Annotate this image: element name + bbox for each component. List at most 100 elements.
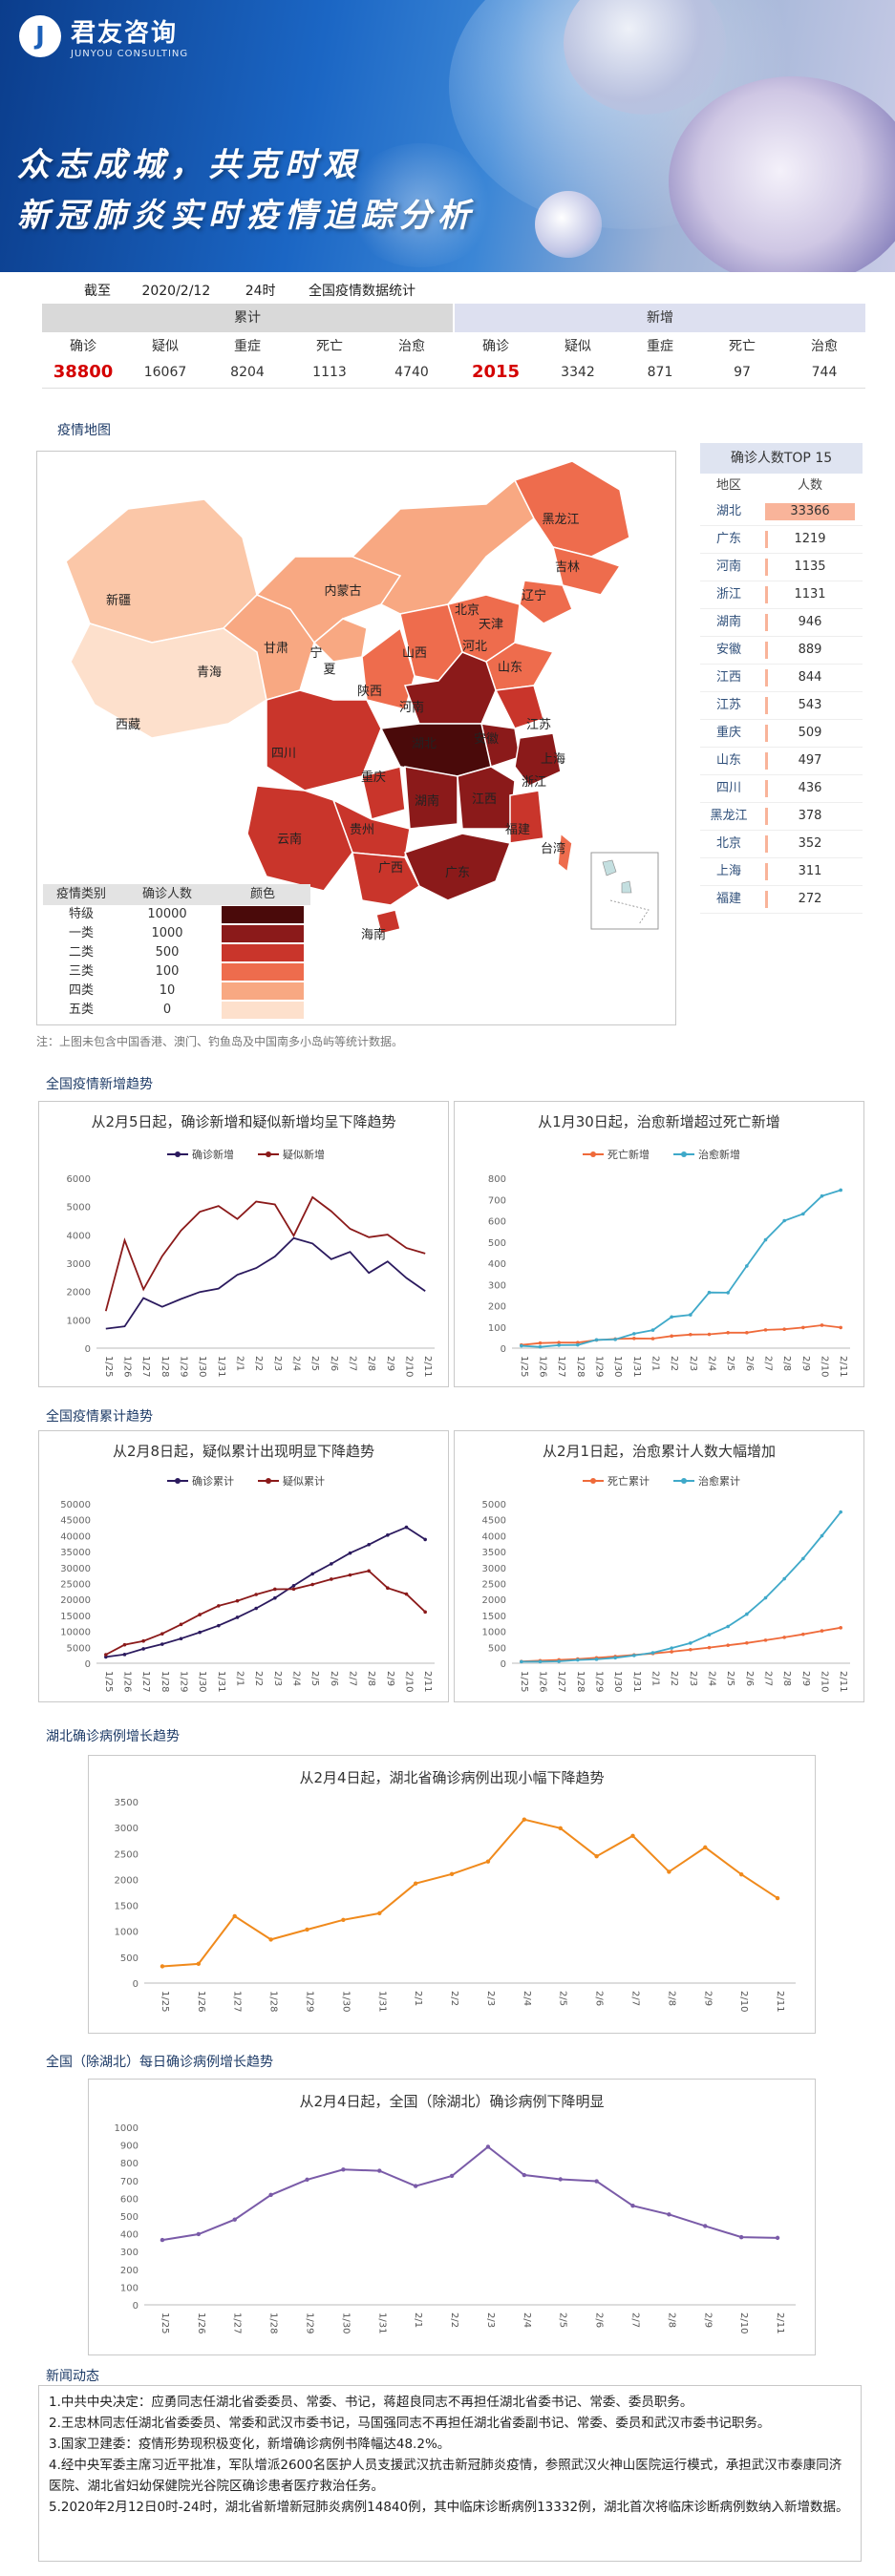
data-point xyxy=(254,1606,258,1611)
x-tick-label: 2/10 xyxy=(738,2312,749,2333)
data-point xyxy=(310,1582,314,1587)
chart-title: 从2月8日起，疑似累计出现明显下降趋势 xyxy=(113,1443,374,1460)
x-tick-label: 2/8 xyxy=(366,1671,376,1686)
x-tick-label: 2/7 xyxy=(630,2312,641,2328)
new-cured-value: 744 xyxy=(811,365,838,380)
new-labels: 确诊 疑似 重症 死亡 治愈 xyxy=(482,339,838,354)
hubei-section-title: 湖北确诊病例增长趋势 xyxy=(46,1729,180,1744)
data-point xyxy=(745,1264,749,1268)
data-point xyxy=(367,1569,371,1573)
x-tick-label: 1/29 xyxy=(594,1356,605,1377)
series-line xyxy=(521,1626,842,1662)
data-point xyxy=(291,1583,296,1588)
data-point xyxy=(198,1630,202,1635)
top15-region: 黑龙江 xyxy=(710,809,748,823)
data-point xyxy=(179,1622,183,1627)
top15-bar xyxy=(765,863,768,880)
y-tick-label: 0 xyxy=(133,2301,139,2312)
x-tick-label: 2/3 xyxy=(688,1356,698,1371)
data-point xyxy=(273,1587,277,1592)
x-tick-label: 2/11 xyxy=(838,1356,848,1377)
province-label: 内蒙古 xyxy=(324,583,361,599)
x-tick-label: 2/4 xyxy=(291,1356,302,1371)
data-point xyxy=(268,1937,273,1942)
data-point xyxy=(413,2184,418,2188)
x-tick-label: 2/2 xyxy=(253,1671,264,1686)
y-tick-label: 5000 xyxy=(67,1643,91,1654)
top15-bar xyxy=(765,725,768,742)
y-tick-label: 3000 xyxy=(67,1259,91,1270)
data-point xyxy=(160,1632,164,1636)
x-tick-label: 1/29 xyxy=(305,2312,315,2333)
data-point xyxy=(726,1291,730,1295)
data-point xyxy=(820,1193,824,1198)
legend-entry: 治愈新增 xyxy=(698,1148,740,1161)
x-tick-label: 1/26 xyxy=(122,1356,133,1377)
legend-row: 特级 10000 xyxy=(43,905,310,924)
chart-title: 从2月5日起，确诊新增和疑似新增均呈下降趋势 xyxy=(91,1113,395,1130)
data-point xyxy=(576,1658,580,1662)
x-tick-label: 2/8 xyxy=(666,1991,676,2006)
series-line xyxy=(521,1511,842,1663)
data-point xyxy=(196,1961,202,1967)
legend-marker xyxy=(681,1478,687,1484)
province-label: 天津 xyxy=(479,618,503,632)
series-line xyxy=(521,1324,842,1346)
x-tick-label: 2/3 xyxy=(272,1671,283,1686)
data-point xyxy=(367,1542,371,1547)
news-item: 5.2020年2月12日0时-24时，湖北省新增新冠肺炎病例14840例，其中临… xyxy=(49,2500,849,2515)
data-point xyxy=(341,2167,346,2172)
y-tick-label: 40000 xyxy=(60,1531,91,1542)
x-tick-label: 1/29 xyxy=(179,1356,189,1377)
data-point xyxy=(782,1327,786,1331)
top15-bar xyxy=(765,614,768,631)
legend-swatch xyxy=(215,905,310,924)
x-tick-label: 2/2 xyxy=(449,1991,459,2006)
top15-region: 河南 xyxy=(715,560,741,574)
data-point xyxy=(377,1911,382,1916)
legend-swatch xyxy=(215,962,310,982)
top15-region: 上海 xyxy=(715,864,741,878)
top15-bar xyxy=(765,780,768,797)
top15-count: 946 xyxy=(757,609,863,636)
x-tick-label: 1/27 xyxy=(232,1991,243,2012)
legend-category: 一类 xyxy=(68,926,94,940)
y-tick-label: 1500 xyxy=(115,1902,139,1912)
data-point xyxy=(522,1817,527,1822)
chart-new-confirmed-suspected-box: 从2月5日起，确诊新增和疑似新增均呈下降趋势 确诊新增 疑似新增 0 1000 2000 3… xyxy=(38,1101,449,1387)
data-point xyxy=(217,1604,221,1608)
x-tick-label: 2/6 xyxy=(744,1671,755,1686)
chart-cum-death-cured-box: 从2月1日起，治愈累计人数大幅增加 死亡累计 治愈累计 0 500 1000 1500 200… xyxy=(454,1430,864,1702)
top15-region: 四川 xyxy=(715,781,741,795)
top15-bar xyxy=(765,697,768,714)
data-point xyxy=(232,2217,237,2222)
legend-category: 三类 xyxy=(68,964,94,979)
x-tick-label: 2/6 xyxy=(329,1671,339,1686)
top15-count: 311 xyxy=(757,858,863,885)
top15-col-headers: 地区 人数 xyxy=(715,478,822,493)
x-tick-label: 2/6 xyxy=(744,1356,755,1371)
y-tick-label: 200 xyxy=(120,2266,139,2276)
top15-row: 黑龙江 378 xyxy=(700,803,863,831)
legend-marker xyxy=(266,1151,271,1157)
y-tick-label: 35000 xyxy=(60,1548,91,1558)
x-tick-label: 2/6 xyxy=(594,1991,605,2006)
top15-count: 436 xyxy=(757,775,863,802)
data-point xyxy=(538,1344,543,1349)
x-tick-label: 2/1 xyxy=(235,1356,245,1371)
data-point xyxy=(763,1237,768,1242)
y-tick-label: 25000 xyxy=(60,1580,91,1591)
data-point xyxy=(341,1917,346,1922)
top15-region: 湖南 xyxy=(715,615,741,629)
x-tick-label: 1/28 xyxy=(575,1671,586,1692)
x-tick-label: 2/6 xyxy=(594,2312,605,2328)
x-tick-label: 2/11 xyxy=(775,1991,785,2012)
data-point xyxy=(703,1845,708,1850)
data-point xyxy=(703,2224,708,2228)
data-point xyxy=(538,1659,543,1664)
series-line xyxy=(161,1818,778,1968)
data-point xyxy=(538,1341,543,1345)
data-point xyxy=(775,1895,780,1901)
